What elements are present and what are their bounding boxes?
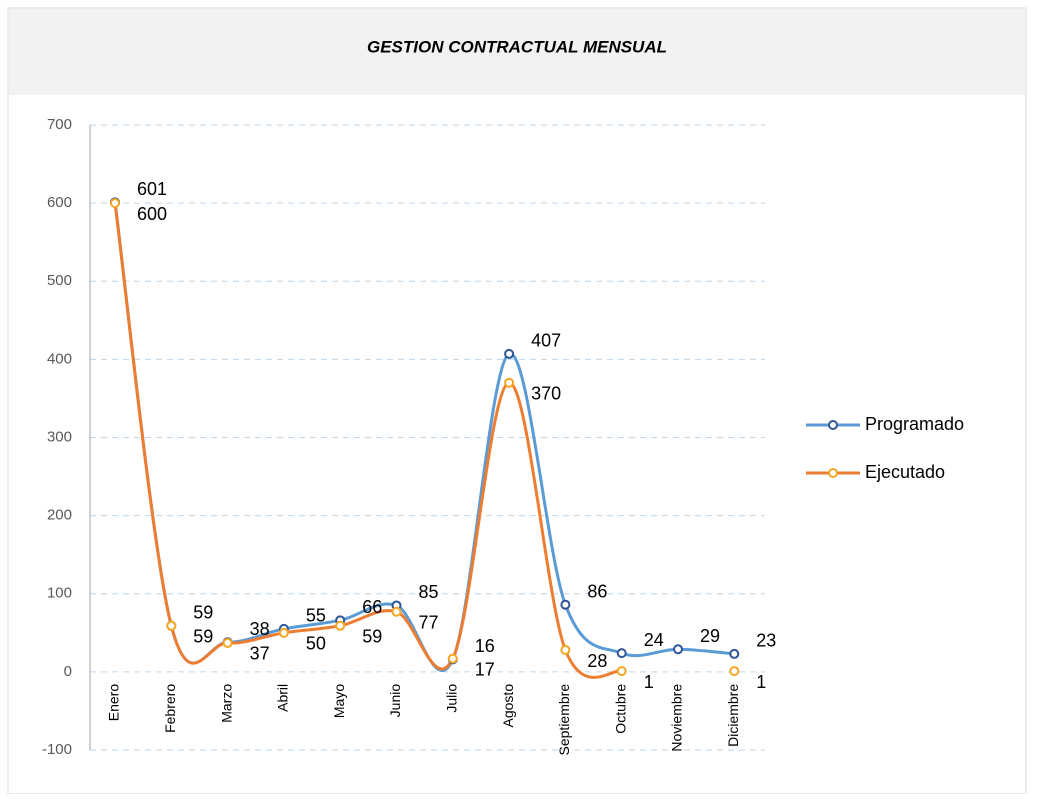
data-label: 1 xyxy=(756,672,766,692)
data-label: 38 xyxy=(250,619,270,639)
data-point xyxy=(729,666,740,677)
y-tick-label: -100 xyxy=(42,741,72,758)
data-point xyxy=(504,377,515,388)
legend-marker xyxy=(828,468,838,478)
data-label: 1 xyxy=(644,672,654,692)
data-point xyxy=(278,627,289,638)
x-tick-label: Julio xyxy=(444,684,460,713)
data-point xyxy=(391,606,402,617)
x-tick-label: Agosto xyxy=(500,684,516,728)
x-tick-label: Diciembre xyxy=(725,684,741,747)
data-label: 59 xyxy=(362,627,382,647)
chart-title: GESTION CONTRACTUAL MENSUAL xyxy=(367,37,667,56)
data-label: 66 xyxy=(362,597,382,617)
y-tick-label: 600 xyxy=(47,194,72,211)
x-tick-label: Mayo xyxy=(331,684,347,718)
data-point xyxy=(729,648,740,659)
data-point xyxy=(560,645,571,655)
x-tick-label: Febrero xyxy=(162,684,178,733)
data-point xyxy=(447,653,458,664)
data-point xyxy=(560,599,571,610)
data-point xyxy=(166,620,177,631)
data-label: 77 xyxy=(419,612,439,632)
data-point xyxy=(222,637,233,648)
data-point xyxy=(504,348,515,359)
x-tick-label: Abril xyxy=(275,684,291,712)
x-tick-label: Noviembre xyxy=(669,684,685,752)
y-tick-label: 0 xyxy=(64,663,72,680)
legend-label: Programado xyxy=(865,414,964,434)
data-label: 59 xyxy=(193,627,213,647)
data-label: 29 xyxy=(700,626,720,646)
data-label: 370 xyxy=(531,384,561,404)
data-point xyxy=(616,648,627,659)
y-tick-label: 300 xyxy=(47,428,72,445)
title-band xyxy=(9,9,1025,95)
y-tick-label: 100 xyxy=(47,585,72,602)
data-point xyxy=(673,644,683,655)
y-tick-label: 400 xyxy=(47,350,72,367)
data-point xyxy=(335,620,346,631)
data-label: 86 xyxy=(587,581,607,601)
chart-frame xyxy=(7,7,1027,795)
data-label: 24 xyxy=(644,630,664,650)
x-tick-label: Marzo xyxy=(218,684,234,723)
data-label: 50 xyxy=(306,634,326,654)
y-tick-label: 200 xyxy=(47,507,72,524)
data-label: 37 xyxy=(250,644,270,664)
legend-marker xyxy=(828,420,838,430)
data-label: 59 xyxy=(193,603,213,623)
data-point xyxy=(616,666,627,677)
data-label: 28 xyxy=(587,651,607,671)
data-label: 407 xyxy=(531,331,561,351)
data-point xyxy=(110,198,120,209)
x-tick-label: Octubre xyxy=(612,684,628,734)
data-label: 23 xyxy=(756,631,776,651)
x-tick-label: Septiembre xyxy=(556,684,572,756)
data-label: 85 xyxy=(419,582,439,602)
data-label: 16 xyxy=(475,636,495,656)
data-label: 601 xyxy=(137,179,167,199)
legend-label: Ejecutado xyxy=(865,462,945,482)
data-label: 17 xyxy=(475,659,495,679)
y-tick-label: 500 xyxy=(47,272,72,289)
data-label: 600 xyxy=(137,204,167,224)
x-tick-label: Enero xyxy=(106,684,122,722)
x-tick-label: Junio xyxy=(387,684,403,718)
y-tick-label: 700 xyxy=(47,116,72,133)
data-label: 55 xyxy=(306,606,326,626)
